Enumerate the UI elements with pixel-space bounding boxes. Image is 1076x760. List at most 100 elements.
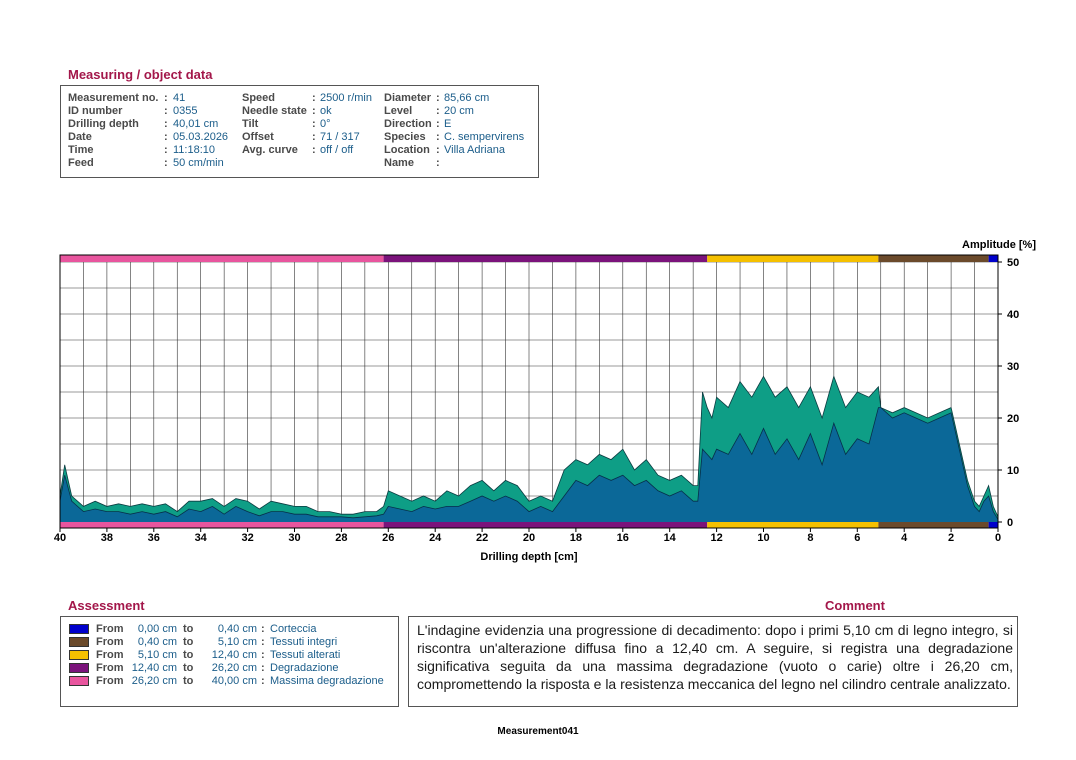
- zone-band-top: [707, 255, 879, 262]
- x-tick-label: 38: [101, 532, 113, 544]
- measuring-value: off / off: [320, 144, 354, 156]
- measuring-row: Diameter:85,66 cm: [384, 92, 490, 104]
- zone-name: Degradazione: [270, 662, 339, 674]
- to-value: 12,40 cm: [211, 649, 257, 661]
- measuring-row: Needle state: ok: [242, 105, 332, 117]
- measuring-title: Measuring / object data: [68, 67, 213, 82]
- zone-name: Tessuti alterati: [270, 649, 341, 661]
- to-value: 0,40 cm: [217, 623, 257, 635]
- x-tick-label: 28: [335, 532, 347, 544]
- x-tick-label: 34: [195, 532, 208, 544]
- x-tick-label: 24: [429, 532, 442, 544]
- measuring-row: Location: Villa Adriana: [384, 144, 505, 156]
- y-tick-label: 0: [1007, 517, 1013, 529]
- assessment-row: From 0,00 cm to 0,40 cm : Corteccia: [69, 623, 394, 636]
- to-label: to: [183, 662, 194, 674]
- x-tick-label: 40: [54, 532, 66, 544]
- assessment-row: From 5,10 cm to 12,40 cm : Tessuti alter…: [69, 649, 394, 662]
- y-tick-label: 40: [1007, 309, 1019, 321]
- from-value: 5,10 cm: [137, 649, 177, 661]
- to-label: to: [183, 675, 194, 687]
- measuring-row: Name:: [384, 157, 440, 169]
- to-label: to: [183, 636, 194, 648]
- y-tick-label: 10: [1007, 465, 1019, 477]
- measuring-value: 20 cm: [444, 105, 474, 117]
- measuring-label: Location: [384, 144, 430, 156]
- measuring-row: Tilt:0°: [242, 118, 331, 130]
- footer-label: Measurement041: [497, 726, 579, 737]
- from-label: From: [96, 649, 124, 661]
- measuring-label: Diameter: [384, 92, 432, 104]
- assessment-row: From 12,40 cm to 26,20 cm : Degradazione: [69, 662, 394, 675]
- x-tick-label: 30: [288, 532, 300, 544]
- assessment-title: Assessment: [68, 598, 145, 613]
- series-area-drill: [60, 407, 998, 522]
- measuring-value: 0355: [173, 105, 198, 117]
- zone-swatch: [69, 637, 89, 647]
- x-tick-label: 20: [523, 532, 535, 544]
- zone-name: Tessuti integri: [270, 636, 338, 648]
- from-value: 12,40 cm: [131, 662, 177, 674]
- zone-swatch: [69, 676, 89, 686]
- to-label: to: [183, 623, 194, 635]
- x-tick-label: 36: [148, 532, 160, 544]
- measuring-value: E: [444, 118, 452, 130]
- y-tick-label: 20: [1007, 413, 1019, 425]
- from-label: From: [96, 675, 124, 687]
- comment-text: L'indagine evidenzia una progressione di…: [417, 622, 1013, 692]
- x-tick-label: 26: [382, 532, 394, 544]
- y-axis-title: Amplitude [%]: [962, 239, 1036, 251]
- x-tick-label: 4: [901, 532, 908, 544]
- from-value: 26,20 cm: [131, 675, 177, 687]
- zone-band-bottom: [707, 522, 879, 528]
- measuring-label: Name: [384, 157, 414, 169]
- measuring-label: Direction: [384, 118, 432, 130]
- assessment-box: From 0,00 cm to 0,40 cm : Corteccia From…: [60, 616, 399, 707]
- measuring-label: Measurement no.: [68, 92, 159, 104]
- measuring-row: Date:05.03.2026: [68, 131, 229, 143]
- measuring-row: Measurement no.:41: [68, 92, 186, 104]
- comment-title: Comment: [825, 598, 885, 613]
- comment-box: L'indagine evidenzia una progressione di…: [408, 616, 1018, 707]
- measuring-label: Needle state: [242, 105, 307, 117]
- x-tick-label: 6: [854, 532, 860, 544]
- measuring-value: 0°: [320, 118, 331, 130]
- measuring-label: Time: [68, 144, 94, 156]
- measuring-value: 05.03.2026: [173, 131, 229, 143]
- to-value: 40,00 cm: [211, 675, 257, 687]
- measuring-label: Date: [68, 131, 92, 143]
- from-value: 0,40 cm: [137, 636, 177, 648]
- x-tick-label: 2: [948, 532, 954, 544]
- measuring-label: Level: [384, 105, 413, 117]
- measuring-value: ok: [320, 105, 332, 117]
- measuring-value: 11:18:10: [173, 144, 216, 156]
- measuring-value: 85,66 cm: [444, 92, 490, 104]
- measuring-value: 50 cm/min: [173, 157, 224, 169]
- measuring-label: Offset: [242, 131, 274, 143]
- measuring-value: 2500 r/min: [320, 92, 372, 104]
- zone-band-bottom: [878, 522, 989, 528]
- measuring-label: Feed: [68, 157, 94, 169]
- y-tick-label: 30: [1007, 361, 1019, 373]
- measuring-row: Direction: E: [384, 118, 452, 130]
- assessment-row: From 26,20 cm to 40,00 cm : Massima degr…: [69, 675, 394, 688]
- zone-swatch: [69, 663, 89, 673]
- measuring-box: Measurement no.:41 ID number:0355 Drilli…: [60, 85, 539, 178]
- measuring-value: 41: [173, 92, 186, 104]
- x-tick-label: 22: [476, 532, 488, 544]
- measuring-row: ID number:0355: [68, 105, 198, 117]
- measuring-value: 40,01 cm: [173, 118, 219, 130]
- zone-band-top: [988, 255, 998, 262]
- measuring-row: Level:20 cm: [384, 105, 474, 117]
- measuring-row: Speed:2500 r/min: [242, 92, 372, 104]
- x-tick-label: 12: [710, 532, 722, 544]
- measuring-column-3: Diameter:85,66 cm Level:20 cm Direction:…: [384, 92, 524, 170]
- from-label: From: [96, 662, 124, 674]
- measuring-row: Time:11:18:10: [68, 144, 216, 156]
- measuring-row: Offset:71 / 317: [242, 131, 360, 143]
- zone-band-bottom: [383, 522, 708, 528]
- measuring-value: C. sempervirens: [444, 131, 525, 143]
- measuring-label: ID number: [68, 105, 123, 117]
- measuring-row: Avg. curve: off / off: [242, 144, 354, 156]
